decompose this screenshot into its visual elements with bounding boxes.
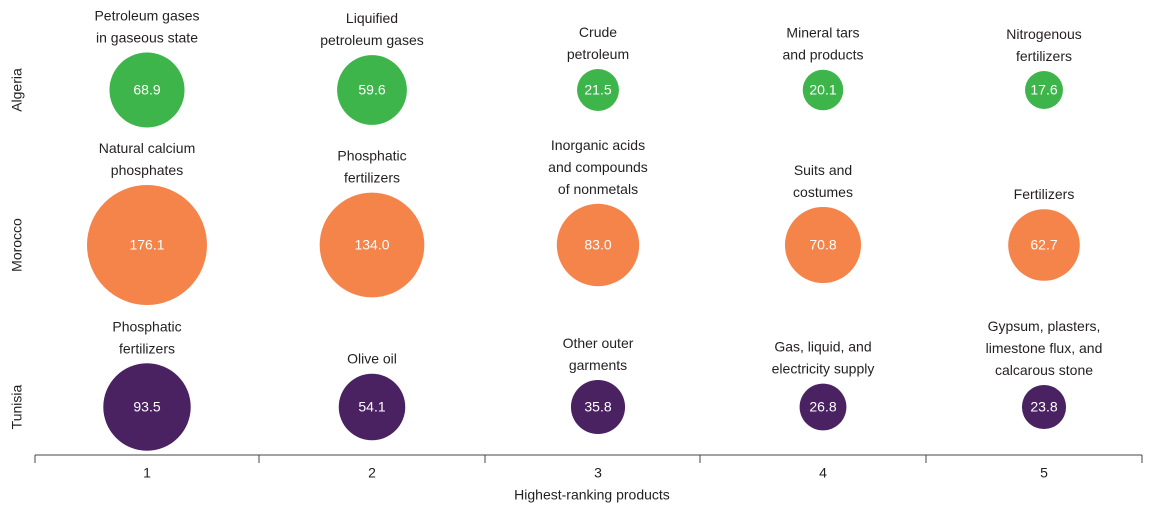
product-label: Phosphatic fertilizers (112, 318, 181, 356)
product-label: Gas, liquid, and electricity supply (772, 338, 875, 376)
value-label: 21.5 (584, 82, 611, 98)
bubble (1021, 384, 1067, 430)
bubble (1025, 71, 1063, 109)
product-label: Phosphatic fertilizers (337, 147, 406, 185)
product-label: Inorganic acids and compounds of nonmetals (548, 137, 648, 197)
value-label: 17.6 (1030, 82, 1057, 98)
bubble (337, 55, 407, 125)
x-tick-label: 1 (143, 465, 151, 481)
product-label: Fertilizers (1014, 186, 1075, 202)
bubble (1008, 209, 1080, 281)
bubble (319, 192, 425, 298)
product-label: Olive oil (347, 350, 397, 366)
value-label: 62.7 (1030, 237, 1057, 253)
product-label: Other outer garments (563, 335, 634, 373)
bubble (103, 363, 191, 451)
value-label: 134.0 (354, 237, 389, 253)
value-label: 59.6 (358, 82, 385, 98)
product-label: Crude petroleum (567, 24, 629, 62)
value-label: 23.8 (1030, 399, 1057, 415)
x-tick-label: 3 (594, 465, 602, 481)
product-label: Gypsum, plasters, limestone flux, and calc… (986, 318, 1103, 378)
value-label: 83.0 (584, 237, 611, 253)
bubble (570, 379, 626, 435)
value-label: 68.9 (133, 82, 160, 98)
value-label: 93.5 (133, 399, 160, 415)
x-tick-label: 2 (368, 465, 376, 481)
product-label: Petroleum gases in gaseous state (94, 7, 199, 45)
bubble (556, 203, 640, 287)
product-label: Nitrogenous fertilizers (1006, 26, 1082, 64)
row-label: Algeria (9, 68, 25, 112)
value-label: 70.8 (809, 237, 836, 253)
value-label: 26.8 (809, 399, 836, 415)
product-label: Suits and costumes (793, 162, 853, 200)
bubble (799, 383, 847, 431)
bubble (87, 185, 207, 305)
bubble (802, 69, 844, 111)
bubble (784, 206, 862, 284)
bubble (577, 69, 619, 111)
value-label: 35.8 (584, 399, 611, 415)
bubble (109, 52, 185, 128)
x-separators (34, 455, 1143, 463)
row-label: Tunisia (9, 384, 25, 429)
x-tick-label: 4 (819, 465, 827, 481)
bubble (338, 373, 406, 441)
product-label: Liquified petroleum gases (320, 10, 424, 48)
row-label: Morocco (9, 218, 25, 272)
value-label: 54.1 (358, 399, 385, 415)
value-label: 20.1 (809, 82, 836, 98)
product-label: Natural calcium phosphates (99, 140, 195, 178)
x-axis-label: Highest-ranking products (514, 487, 670, 503)
value-label: 176.1 (129, 237, 164, 253)
product-label: Mineral tars and products (783, 24, 864, 62)
x-tick-label: 5 (1040, 465, 1048, 481)
